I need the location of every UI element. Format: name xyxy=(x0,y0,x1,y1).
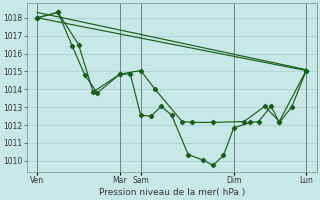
X-axis label: Pression niveau de la mer( hPa ): Pression niveau de la mer( hPa ) xyxy=(99,188,245,197)
